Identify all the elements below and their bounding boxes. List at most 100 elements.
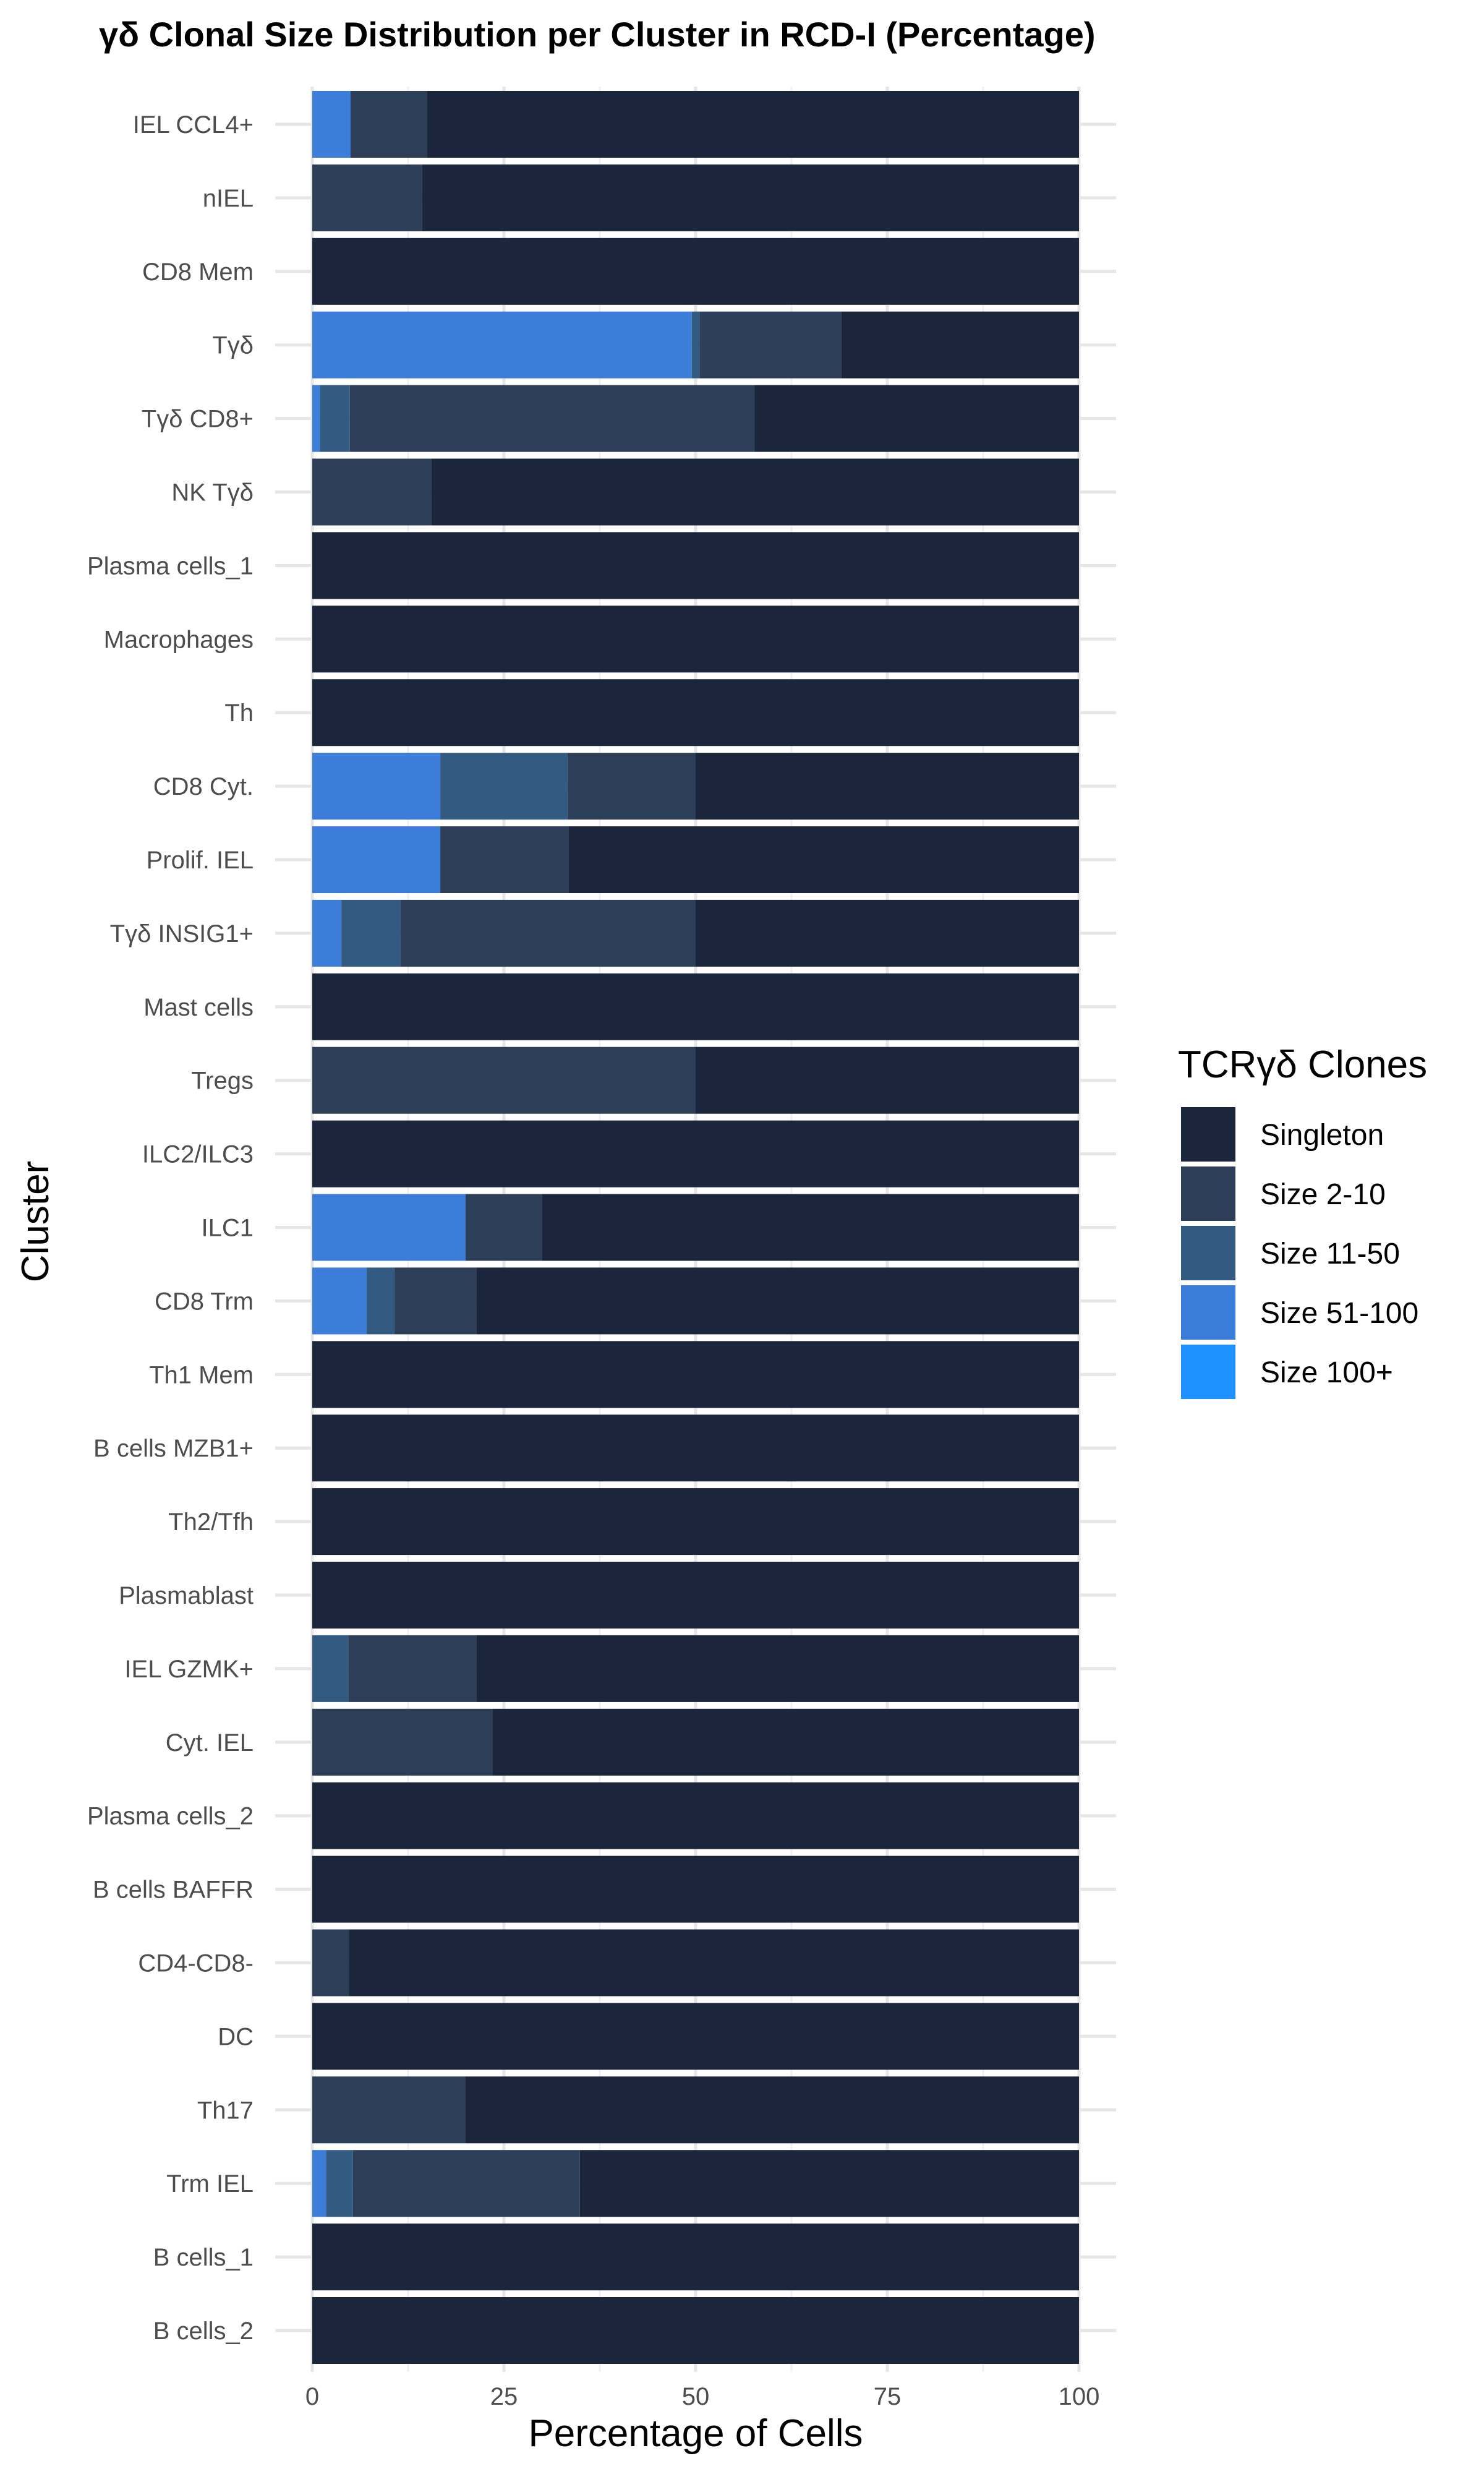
y-tick-label: DC	[218, 2023, 254, 2050]
bar-segment-size-2-10	[312, 2076, 466, 2144]
y-tick-label: CD8 Cyt.	[153, 773, 254, 800]
y-tick-labels: IEL CCL4+ nIEL CD8 Mem Tγδ Tγδ CD8+ NK Tγδ Pla…	[87, 111, 254, 2345]
bar-segment-singleton	[422, 164, 1079, 231]
bar-segment-singleton	[542, 1194, 1079, 1261]
bar-segment-size-51-100	[312, 899, 342, 967]
bar-segment-singleton	[312, 1415, 1079, 1482]
legend-swatch	[1181, 1226, 1235, 1280]
bar-segment-size-51-100	[312, 826, 441, 893]
bar-segment-singleton	[312, 679, 1079, 747]
bar-segment-singleton	[312, 532, 1079, 599]
bar-segment-size-2-10	[312, 458, 432, 526]
y-tick-label: CD8 Trm	[155, 1288, 254, 1315]
bar-segment-size-11-50	[326, 2150, 353, 2217]
bar-segment-size-2-10	[312, 164, 422, 231]
legend-label: Singleton	[1260, 1119, 1384, 1152]
bar-segment-size-11-50	[367, 1267, 394, 1335]
y-tick-label: Th1 Mem	[149, 1361, 254, 1389]
y-tick-label: Plasma cells_1	[87, 552, 254, 580]
legend-swatch	[1181, 1166, 1235, 1221]
bar-segment-size-2-10	[394, 1267, 477, 1335]
y-tick-label: Tγδ	[212, 332, 254, 359]
bar-segment-singleton	[312, 2003, 1079, 2070]
bar-segment-size-2-10	[312, 1929, 349, 1997]
bar-segment-singleton	[568, 826, 1079, 893]
bar-segment-singleton	[431, 458, 1080, 526]
y-tick-label: Trm IEL	[166, 2170, 254, 2198]
y-tick-label: ILC2/ILC3	[142, 1141, 254, 1168]
y-tick-label: CD4-CD8-	[138, 1950, 254, 1977]
y-tick-label: IEL GZMK+	[124, 1656, 254, 1683]
bar-segment-size-51-100	[312, 1267, 367, 1335]
bar-segment-singleton	[696, 899, 1079, 967]
y-tick-label: B cells_2	[153, 2318, 254, 2345]
bar-segment-singleton	[312, 1120, 1079, 1188]
bar-segment-size-2-10	[312, 1708, 493, 1776]
x-tick-label: 25	[490, 2383, 518, 2410]
y-tick-label: B cells_1	[153, 2244, 254, 2271]
bar-segment-singleton	[312, 973, 1079, 1040]
legend-swatch	[1181, 1107, 1235, 1162]
bar-segment-size-2-10	[466, 1194, 542, 1261]
y-tick-label: Th17	[197, 2097, 254, 2124]
legend-swatch	[1181, 1345, 1235, 1399]
legend-label: Size 51-100	[1260, 1297, 1418, 1330]
y-tick-label: B cells MZB1+	[93, 1435, 254, 1462]
y-tick-label: IEL CCL4+	[133, 111, 254, 139]
bar-segment-size-51-100	[312, 91, 351, 158]
bar-segment-singleton	[696, 753, 1079, 820]
bar-segment-size-2-10	[352, 2150, 580, 2217]
y-tick-label: Th	[224, 700, 254, 727]
x-tick-labels: 0 25 50 75 100	[305, 2383, 1100, 2410]
y-tick-label: Th2/Tfh	[168, 1509, 254, 1536]
x-tick-label: 75	[874, 2383, 902, 2410]
bar-segment-size-2-10	[567, 753, 696, 820]
y-tick-label: Tγδ INSIG1+	[110, 920, 254, 948]
bar-segment-singleton	[312, 2297, 1079, 2364]
legend-label: Size 2-10	[1260, 1178, 1386, 1211]
bar-segment-singleton	[476, 1635, 1079, 1702]
bar-segment-singleton	[312, 1782, 1079, 1849]
bars	[312, 91, 1080, 2364]
y-tick-label: Macrophages	[104, 626, 254, 653]
bar-segment-singleton	[349, 1929, 1079, 1997]
bar-segment-size-51-100	[312, 1194, 466, 1261]
bar-segment-size-11-50	[312, 1635, 349, 1702]
bar-segment-singleton	[476, 1267, 1079, 1335]
bar-segment-size-51-100	[312, 753, 441, 820]
bar-segment-singleton	[427, 91, 1079, 158]
x-tick-label: 50	[682, 2383, 710, 2410]
legend-swatch	[1181, 1285, 1235, 1340]
bar-segment-size-2-10	[351, 91, 427, 158]
bar-segment-singleton	[312, 1562, 1079, 1629]
y-tick-label: Prolif. IEL	[147, 847, 254, 874]
x-tick-label: 0	[305, 2383, 319, 2410]
y-tick-label: Tγδ CD8+	[142, 406, 254, 433]
x-tick-label: 100	[1059, 2383, 1100, 2410]
y-tick-label: Plasma cells_2	[87, 1803, 254, 1830]
bar-segment-size-11-50	[691, 311, 700, 379]
bar-segment-size-51-100	[312, 2150, 326, 2217]
bar-segment-singleton	[312, 606, 1079, 673]
bar-segment-size-2-10	[348, 1635, 477, 1702]
legend: TCRγδ Clones Singleton Size 2-10 Size 11-5…	[1178, 1043, 1427, 1399]
bar-segment-size-51-100	[312, 385, 320, 452]
bar-segment-singleton	[754, 385, 1079, 452]
y-tick-label: Tregs	[191, 1068, 254, 1095]
y-tick-label: B cells BAFFR	[93, 1877, 254, 1904]
legend-label: Size 11-50	[1260, 1238, 1400, 1270]
bar-segment-singleton	[841, 311, 1079, 379]
y-tick-label: ILC1	[202, 1215, 254, 1242]
y-tick-label: NK Tγδ	[171, 479, 254, 507]
chart-title: γδ Clonal Size Distribution per Cluster …	[99, 15, 1096, 54]
bar-segment-size-2-10	[699, 311, 842, 379]
y-tick-label: Cyt. IEL	[166, 1729, 254, 1757]
bar-segment-singleton	[312, 1856, 1079, 1923]
bar-segment-singleton	[466, 2076, 1079, 2144]
bar-segment-singleton	[312, 2224, 1079, 2291]
bar-segment-size-2-10	[312, 1047, 696, 1114]
bar-segment-singleton	[579, 2150, 1079, 2217]
bar-segment-size-51-100	[312, 311, 692, 379]
bar-segment-singleton	[312, 1488, 1079, 1556]
